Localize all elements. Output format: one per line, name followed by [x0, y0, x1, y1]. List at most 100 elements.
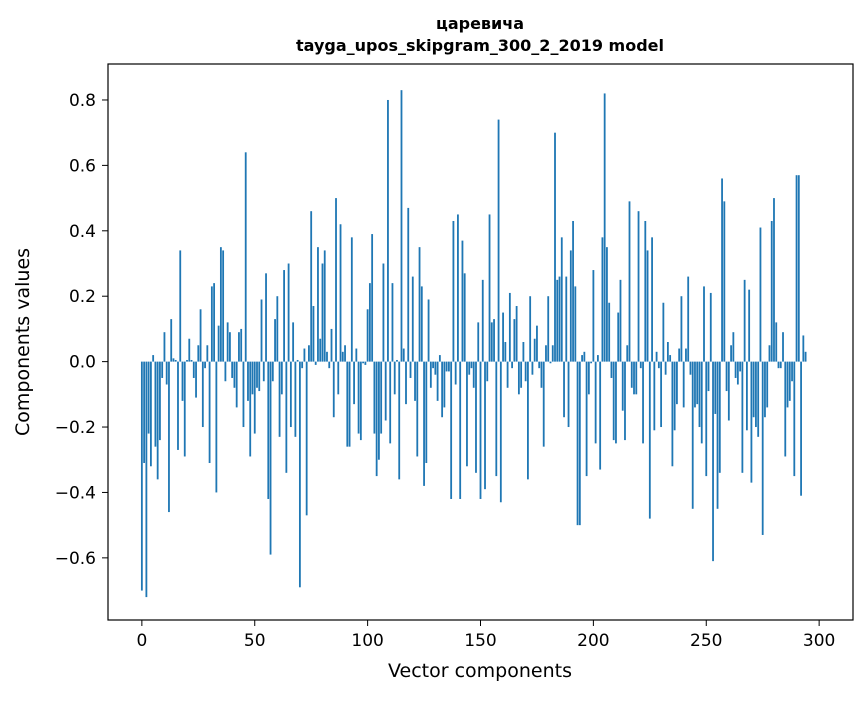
bar — [427, 299, 430, 362]
bar — [585, 361, 588, 477]
bar — [380, 361, 383, 434]
bar — [705, 361, 708, 477]
bar — [371, 234, 374, 362]
bar — [368, 283, 371, 362]
bar — [305, 361, 308, 516]
bar — [355, 348, 358, 362]
bar — [219, 247, 222, 362]
bar — [563, 361, 565, 418]
bar — [759, 227, 762, 362]
bar — [339, 224, 342, 362]
bar — [434, 361, 437, 375]
bar — [540, 361, 543, 388]
bar — [475, 361, 477, 473]
bar — [750, 361, 753, 483]
y-axis-ticks: −0.6 −0.4 −0.2 0.0 0.2 0.4 0.6 0.8 — [55, 91, 108, 569]
bar — [296, 359, 299, 362]
bar — [587, 361, 590, 395]
bar — [551, 345, 554, 362]
bar — [411, 276, 414, 362]
bar — [479, 361, 482, 499]
bar — [450, 361, 453, 499]
bar — [285, 361, 288, 473]
bar — [197, 345, 200, 362]
bar — [215, 361, 218, 493]
bar — [775, 322, 778, 362]
bar — [174, 359, 177, 362]
bar — [224, 361, 227, 382]
bar — [405, 361, 407, 405]
bar — [764, 361, 766, 418]
bar — [258, 361, 261, 392]
x-tick-label: 0 — [136, 631, 147, 651]
x-axis-label: Vector components — [388, 660, 572, 682]
bar — [357, 361, 360, 434]
bar — [556, 279, 559, 362]
bar — [147, 361, 150, 434]
bar — [398, 361, 401, 480]
bar — [152, 355, 155, 362]
bar — [362, 361, 365, 364]
bar — [488, 214, 491, 362]
bar — [298, 361, 301, 588]
bar — [655, 351, 658, 362]
bar — [308, 345, 310, 362]
bar — [382, 263, 385, 362]
bar — [599, 361, 602, 470]
bar — [569, 250, 572, 362]
bar — [734, 361, 737, 378]
bar — [522, 342, 525, 362]
bar — [375, 361, 378, 477]
bar — [199, 309, 202, 362]
bar — [233, 361, 236, 388]
bar — [685, 348, 687, 362]
bar — [619, 279, 622, 362]
bar — [707, 361, 710, 392]
bar — [161, 361, 164, 378]
x-tick-label: 250 — [690, 631, 722, 651]
bar — [495, 361, 498, 477]
bar — [145, 361, 148, 598]
bar — [445, 361, 448, 372]
bar — [163, 332, 166, 362]
bar — [671, 361, 674, 467]
bar — [366, 309, 369, 362]
bar — [156, 361, 159, 480]
bar — [391, 283, 394, 362]
bar — [520, 361, 523, 388]
bar — [468, 361, 471, 375]
bar — [603, 93, 606, 362]
bar — [165, 361, 168, 385]
bar — [213, 283, 216, 362]
bar — [294, 361, 297, 437]
bar — [770, 220, 773, 362]
bar — [195, 361, 197, 398]
bar — [558, 276, 561, 362]
bar — [407, 207, 410, 362]
bar — [777, 361, 780, 369]
bar — [159, 361, 161, 441]
bar — [572, 220, 574, 362]
bar — [687, 276, 690, 362]
bar — [795, 175, 798, 362]
bar — [502, 312, 504, 362]
bar — [716, 361, 719, 509]
bar — [222, 250, 225, 362]
bar — [673, 361, 676, 431]
bar — [773, 198, 775, 362]
y-tick-label: 0.0 — [69, 353, 96, 373]
bar — [314, 361, 317, 365]
bar — [730, 345, 732, 362]
bar — [606, 247, 608, 362]
bar — [610, 361, 613, 378]
bar — [330, 328, 333, 362]
bar — [601, 237, 604, 362]
bar — [292, 322, 295, 362]
bar — [186, 359, 188, 362]
bar — [432, 361, 434, 369]
bar — [172, 358, 175, 362]
bar — [310, 211, 313, 362]
bar — [529, 296, 532, 362]
